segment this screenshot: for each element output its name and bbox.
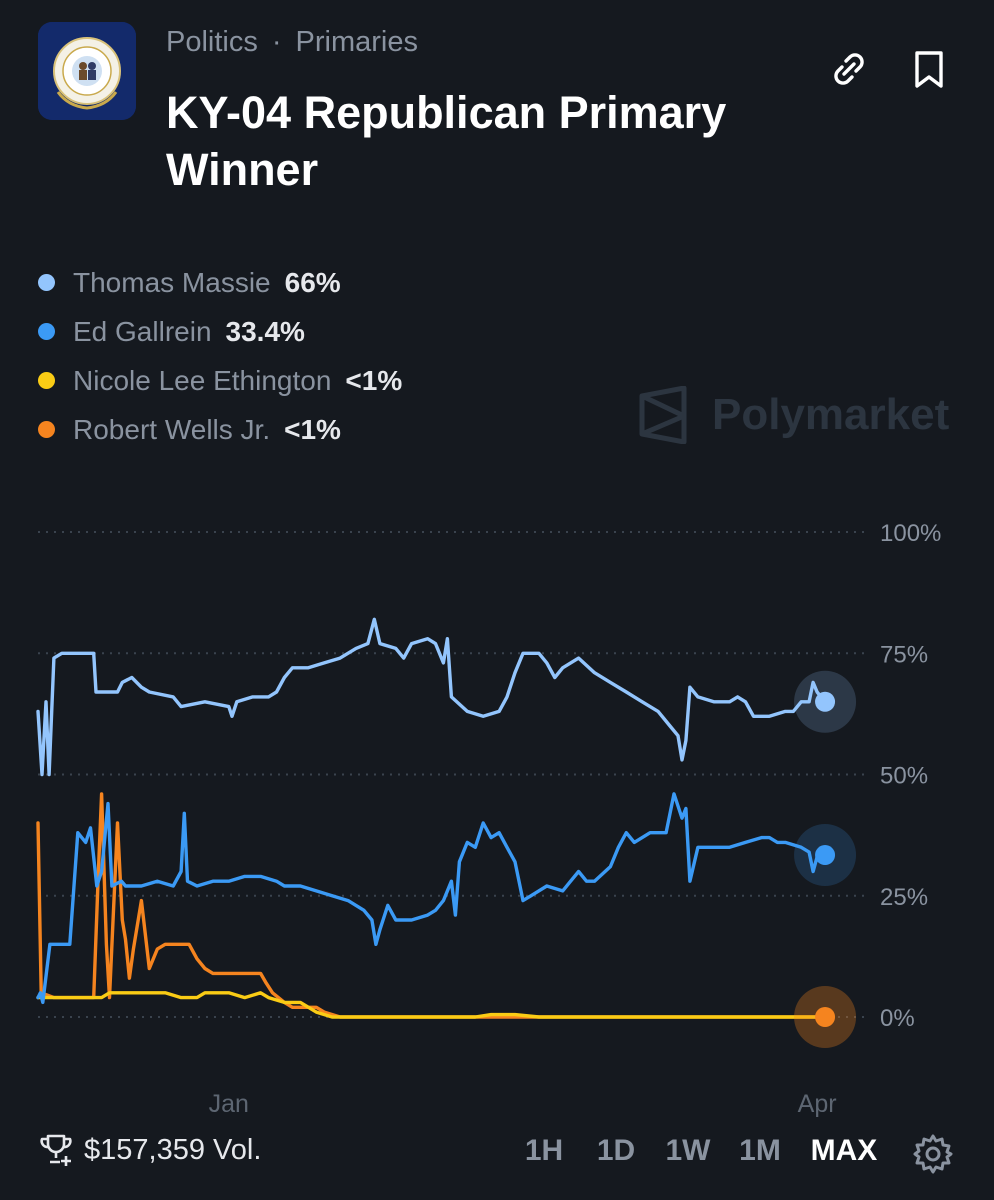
gear-icon[interactable]: [912, 1133, 954, 1175]
legend-dot: [38, 421, 55, 438]
legend-value: 33.4%: [225, 315, 305, 347]
range-1h[interactable]: 1H: [524, 1134, 564, 1167]
legend-dot: [38, 372, 55, 389]
legend-item-ed-gallrein: Ed Gallrein 33.4%: [38, 307, 402, 356]
watermark-text: Polymarket: [712, 390, 950, 439]
legend-item-nicole-lee-ethington: Nicole Lee Ethington <1%: [38, 356, 402, 405]
legend-value: <1%: [345, 364, 403, 396]
range-max[interactable]: MAX: [810, 1134, 878, 1167]
chart-legend: Thomas Massie 66% Ed Gallrein 33.4% Nico…: [38, 258, 402, 454]
legend-name: Thomas Massie: [73, 266, 271, 298]
range-1w[interactable]: 1W: [665, 1134, 711, 1167]
time-range-selector: 1H 1D 1W 1M MAX: [508, 1134, 892, 1168]
breadcrumb-politics[interactable]: Politics: [166, 26, 258, 58]
polymarket-logo-icon: [639, 386, 687, 444]
legend-name: Ed Gallrein: [73, 315, 212, 347]
breadcrumb-separator: ·: [271, 26, 282, 58]
x-tick-label: Jan: [209, 1090, 249, 1118]
legend-item-robert-wells-jr: Robert Wells Jr. <1%: [38, 405, 402, 454]
legend-item-thomas-massie: Thomas Massie 66%: [38, 258, 402, 307]
y-tick-label: 50%: [880, 763, 928, 790]
y-tick-label: 25%: [880, 884, 928, 911]
endpoint-dot: [815, 845, 836, 866]
legend-name: Robert Wells Jr.: [73, 413, 271, 445]
price-chart[interactable]: 100% 75% 50% 25% 0% Jan Apr: [0, 500, 994, 1130]
polymarket-watermark: Polymarket: [638, 386, 949, 444]
link-icon[interactable]: [828, 48, 870, 90]
x-tick-label: Apr: [798, 1090, 837, 1118]
kentucky-seal-icon: [38, 22, 136, 120]
breadcrumb-primaries[interactable]: Primaries: [295, 26, 418, 58]
endpoint-dot: [815, 1007, 836, 1027]
series-line-nicole-lee-ethington: [36, 991, 827, 1019]
bookmark-icon[interactable]: [908, 48, 950, 90]
volume-text: $157,359 Vol.: [84, 1133, 262, 1166]
legend-dot: [38, 323, 55, 340]
series-line-thomas-massie: [36, 617, 827, 777]
endpoint-dot: [815, 691, 836, 712]
series-line-robert-wells-jr: [36, 792, 827, 1019]
y-tick-label: 0%: [880, 1005, 915, 1032]
legend-name: Nicole Lee Ethington: [73, 364, 332, 396]
market-logo: [38, 22, 136, 120]
y-tick-label: 75%: [880, 641, 928, 668]
series-line-ed-gallrein: [36, 792, 827, 1005]
legend-dot: [38, 274, 55, 291]
trophy-icon: [40, 1134, 72, 1166]
range-1m[interactable]: 1M: [739, 1134, 781, 1167]
range-1d[interactable]: 1D: [596, 1134, 636, 1167]
volume-info: $157,359 Vol.: [38, 1132, 261, 1168]
page-title: KY-04 Republican Primary Winner: [166, 87, 727, 195]
legend-value: 66%: [284, 266, 341, 298]
breadcrumb: Politics · Primaries: [166, 26, 418, 59]
y-tick-label: 100%: [880, 520, 941, 547]
legend-value: <1%: [284, 413, 341, 445]
